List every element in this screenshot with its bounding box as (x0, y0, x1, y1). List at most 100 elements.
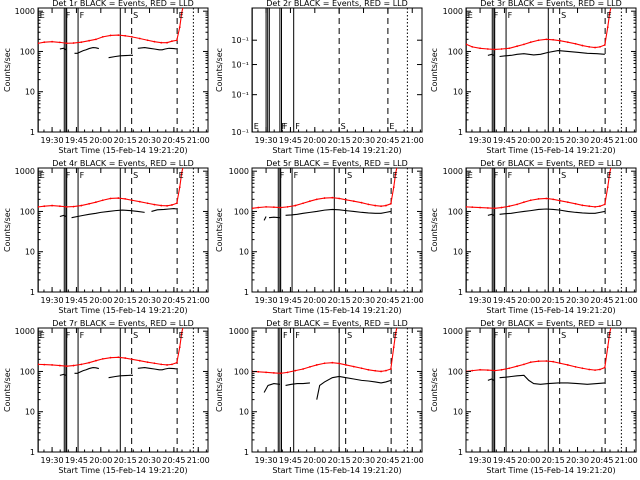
lld-series-point (552, 198, 555, 201)
event-marker-label: E (179, 171, 184, 180)
lld-series-point (51, 40, 53, 43)
lld-series-point (286, 205, 289, 208)
event-marker-label: S (561, 11, 566, 20)
x-tick-label: 20:00 (517, 136, 540, 145)
x-tick-label: 19:45 (279, 456, 302, 465)
plot-frame (251, 7, 423, 133)
x-tick-label: 19:45 (493, 136, 516, 145)
y-tick-label: 100 (234, 367, 249, 376)
lld-series-point (574, 42, 577, 45)
lld-series-point (180, 12, 183, 14)
lld-series-point (124, 198, 127, 200)
event-marker-label: E (40, 171, 45, 180)
events-series-line (108, 54, 133, 59)
lld-series-point (367, 203, 370, 206)
plot-frame (37, 327, 209, 453)
lld-series-point (117, 34, 120, 36)
lld-series-point (559, 199, 561, 202)
lld-series-point (294, 369, 297, 372)
y-tick-label: 100 (20, 47, 35, 56)
lld-series-point (241, 182, 243, 184)
y-tick-label: 1 (30, 128, 35, 137)
x-tick-label: 19:45 (279, 136, 302, 145)
lld-series-point (559, 39, 561, 42)
lld-series-point (109, 197, 112, 200)
lld-series-point (360, 367, 363, 370)
lld-series-point (65, 42, 68, 45)
lld-series-point (345, 364, 347, 366)
lld-series-point (479, 368, 481, 371)
panel-det-6: Det 6r BLACK = Events, RED = LLD 1 10 100 10… (430, 159, 638, 315)
event-marker-label: S (133, 331, 138, 340)
y-axis-label: Counts/sec (3, 48, 12, 92)
lld-series-line (252, 168, 398, 209)
lld-series-point (166, 204, 168, 207)
event-marker-label: E (393, 331, 398, 340)
lld-series-point (345, 198, 347, 201)
lld-series-point (475, 347, 477, 349)
event-marker-label: F (283, 331, 288, 340)
lld-series-point (231, 179, 233, 181)
lld-series-point (389, 202, 392, 205)
x-axis-label: Start Time (15-Feb-14 19:21:20) (486, 466, 615, 475)
y-tick-label: 1000 (15, 327, 35, 336)
lld-series-point (286, 371, 289, 374)
x-tick-label: 20:00 (89, 136, 112, 145)
y-axis-label: Counts/sec (215, 368, 224, 412)
events-series-line (59, 373, 66, 376)
lld-series-point (493, 369, 496, 372)
lld-series-point (265, 205, 267, 208)
panel-det-8: Det 8r BLACK = Events, RED = LLD 1 10 100 10… (215, 319, 477, 475)
lld-series-point (302, 368, 305, 370)
events-series-line (71, 209, 145, 219)
lld-series-point (58, 364, 61, 367)
lld-series-point (88, 202, 91, 205)
lld-series-point (178, 186, 181, 189)
x-tick-label: 19:45 (279, 296, 302, 305)
lld-series-point (552, 360, 555, 363)
x-tick-label: 19:45 (65, 296, 88, 305)
lld-series-point (545, 197, 548, 200)
lld-series-point (109, 34, 112, 37)
lld-series-point (241, 342, 243, 344)
y-tick-label: 100 (20, 367, 35, 376)
lld-series-point (153, 40, 156, 43)
x-tick-label: 21:00 (401, 296, 424, 305)
plot-frame (251, 327, 423, 453)
lld-series-point (367, 368, 370, 371)
lld-series-point (138, 200, 141, 203)
y-tick-label: 1000 (229, 327, 249, 336)
event-marker-label: E (607, 331, 612, 340)
lld-series-point (124, 34, 127, 37)
lld-series-point (588, 45, 591, 48)
lld-series-line (252, 328, 398, 374)
lld-series-point (270, 190, 272, 192)
x-tick-label: 19:30 (41, 456, 64, 465)
lld-series-point (160, 41, 163, 44)
lld-series-point (166, 41, 168, 44)
x-tick-label: 20:15 (542, 296, 565, 305)
lld-series-point (352, 200, 355, 203)
lld-series-point (574, 365, 577, 368)
x-axis-label: Start Time (15-Feb-14 19:21:20) (272, 306, 401, 315)
y-tick-label: 1 (30, 288, 35, 297)
y-tick-label: 100 (234, 207, 249, 216)
event-marker-label: F (494, 331, 499, 340)
x-tick-label: 20:30 (566, 136, 589, 145)
y-tick-label: 10 (453, 248, 463, 257)
lld-series-point (516, 365, 519, 368)
y-axis-label: Counts/sec (3, 368, 12, 412)
y-tick-label: 1000 (443, 327, 463, 336)
lld-series-point (175, 202, 178, 205)
lld-series-point (138, 359, 141, 362)
lld-series-point (51, 364, 53, 366)
lld-series-point (479, 206, 481, 209)
y-tick-label: 100 (448, 207, 463, 216)
event-marker-label: E (468, 171, 473, 180)
lld-series-point (95, 201, 97, 204)
panel-det-1: Det 1r BLACK = Events, RED = LLD 1 10 100 10… (3, 0, 210, 155)
panel-det-9: Det 9r BLACK = Events, RED = LLD 1 10 100 10… (430, 319, 638, 475)
lld-series-point (500, 206, 503, 209)
lld-series-point (516, 203, 519, 206)
x-axis-label: Start Time (15-Feb-14 19:21:20) (486, 146, 615, 155)
